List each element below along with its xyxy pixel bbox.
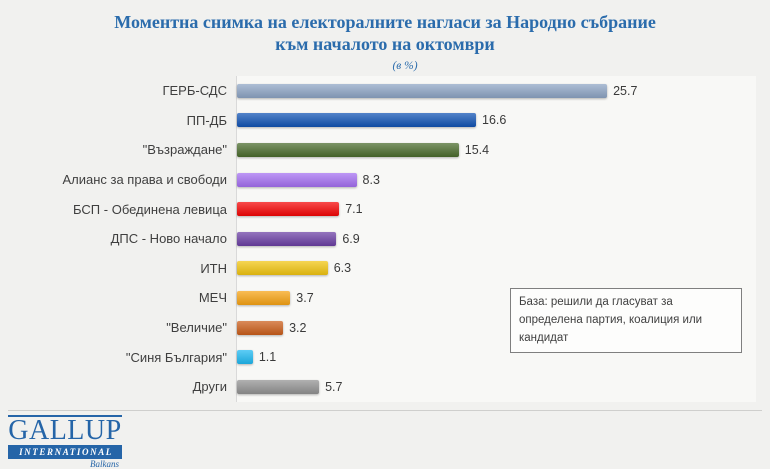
bar-label: ИТН (200, 260, 227, 276)
bar-row: ИТН 6.3 (0, 253, 756, 284)
bar-value: 3.2 (289, 320, 307, 335)
bar-value: 1.1 (258, 350, 277, 365)
gallup-logo-region: Balkans (90, 459, 119, 469)
bar-value: 7.1 (345, 202, 363, 217)
gallup-logo-international: INTERNATIONAL (8, 445, 122, 459)
bar-value: 25.7 (613, 83, 638, 98)
bar (237, 83, 608, 98)
bar-value: 15.4 (464, 142, 490, 157)
plot-area-row: 25.7 (236, 76, 756, 106)
bar-row: ДПС - Ново начало 6.9 (0, 223, 756, 254)
gallup-logo: GALLUP INTERNATIONAL Balkans (8, 415, 122, 469)
gallup-logo-name: GALLUP (8, 415, 122, 446)
bar (237, 202, 340, 217)
gallup-logo-rule (8, 415, 122, 417)
bar-label: Други (192, 379, 227, 395)
bar (237, 379, 320, 394)
plot-area-row: 6.3 (236, 253, 756, 284)
bar (237, 172, 357, 187)
bar-value: 3.7 (296, 290, 314, 305)
bar (237, 142, 459, 157)
bar-value: 6.3 (333, 261, 352, 276)
bar-value: 16.6 (482, 113, 507, 128)
bar-label: ДПС - Ново начало (110, 231, 227, 247)
plot-area-row: 16.6 (236, 105, 756, 136)
bar (237, 290, 291, 305)
bar (237, 350, 253, 365)
plot-area-row: 7.1 (236, 194, 756, 224)
bar-label: ПП-ДБ (186, 112, 227, 128)
bar (237, 231, 337, 246)
bar-value: 5.7 (325, 379, 343, 394)
bar-value: 8.3 (362, 172, 380, 187)
bar-row: "Синя България" 1.1 (0, 342, 756, 372)
base-note: База: решили да гласуват за определена п… (510, 288, 742, 354)
plot-area-row: 5.7 (236, 371, 756, 402)
chart-title: Моментна снимка на електоралните нагласи… (0, 11, 770, 55)
units-note: (в %) (392, 60, 418, 72)
bar-label: "Синя България" (125, 349, 227, 365)
bar-label: "Възраждане" (142, 142, 227, 158)
bar-value: 6.9 (342, 231, 360, 246)
bar-row: "Възраждане" 15.4 (0, 135, 756, 165)
bar-label: Алианс за права и свободи (62, 172, 227, 188)
bar-label: "Величие" (166, 320, 227, 336)
bar-label: ГЕРБ-СДС (162, 83, 227, 99)
bar-row: ГЕРБ-СДС 25.7 (0, 76, 756, 106)
bar (237, 261, 328, 276)
chart-title-line1: Моментна снимка на електоралните нагласи… (114, 12, 656, 32)
bar (237, 320, 284, 335)
bar-row: БСП - Обединена левица 7.1 (0, 194, 756, 224)
bar-row: ПП-ДБ 16.6 (0, 105, 756, 136)
plot-area-row: 8.3 (236, 164, 756, 195)
plot-area-row: 6.9 (236, 223, 756, 254)
bar-label: БСП - Обединена левица (73, 201, 227, 217)
plot-area-row: 15.4 (236, 135, 756, 165)
bar (237, 113, 477, 128)
bar-row: Алианс за права и свободи 8.3 (0, 164, 756, 195)
bar-label: МЕЧ (198, 290, 227, 306)
chart-title-line2: към началото на октомври (275, 34, 495, 54)
bar-row: Други 5.7 (0, 371, 756, 402)
footer-divider (8, 410, 762, 411)
